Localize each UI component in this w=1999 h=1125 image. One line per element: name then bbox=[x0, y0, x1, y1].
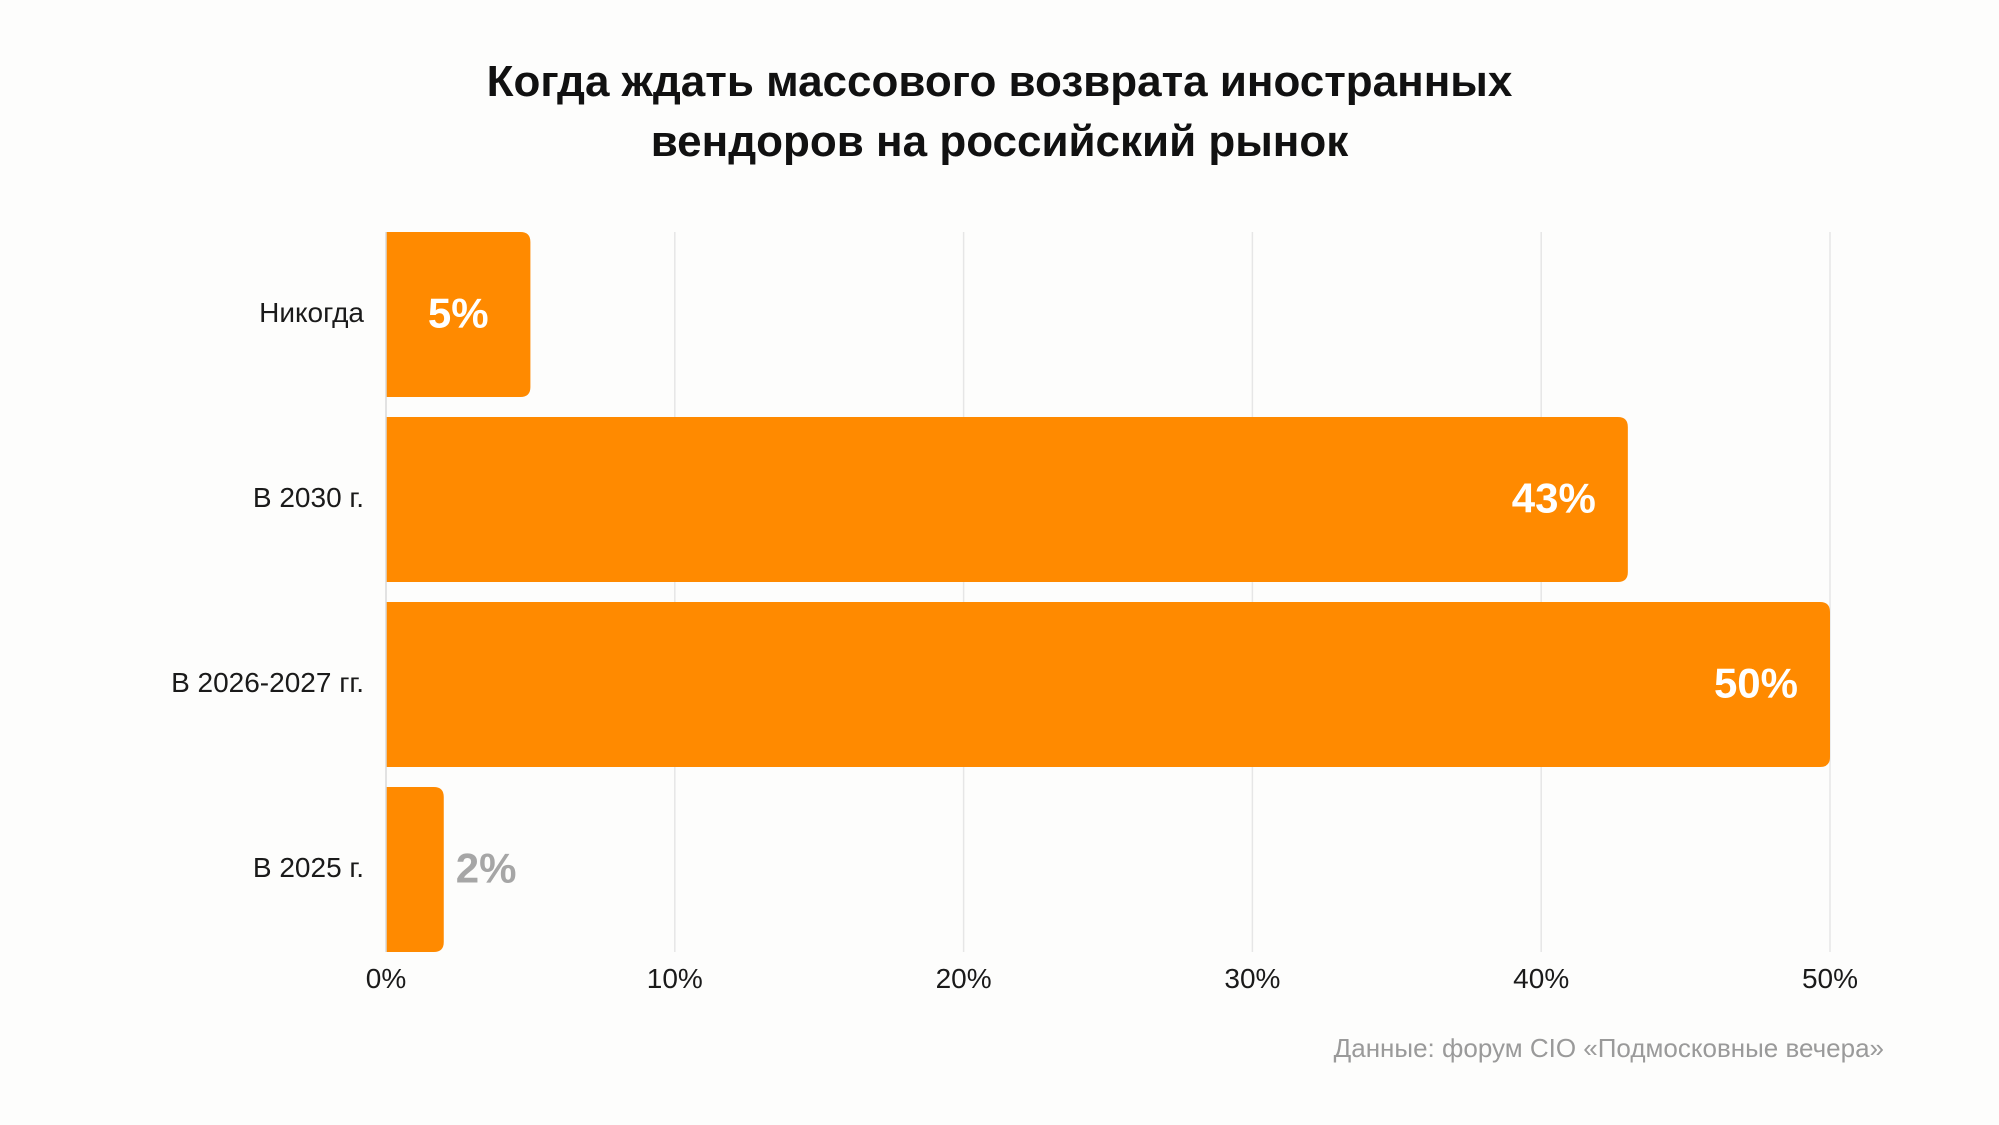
bar-1 bbox=[386, 417, 1628, 582]
x-tick-label-0: 0% bbox=[366, 963, 406, 994]
bar-3 bbox=[386, 787, 444, 952]
bar-0 bbox=[386, 232, 531, 397]
data-label-1: 43% bbox=[1512, 475, 1596, 522]
category-label-3: В 2025 г. bbox=[253, 852, 364, 883]
chart-title: Когда ждать массового возврата иностранн… bbox=[0, 52, 1999, 172]
chart-title-line-2: вендоров на российский рынок bbox=[650, 117, 1349, 166]
data-label-2: 50% bbox=[1714, 660, 1798, 707]
data-label-3: 2% bbox=[456, 845, 517, 892]
x-tick-label-3: 30% bbox=[1224, 963, 1280, 994]
x-tick-label-1: 10% bbox=[647, 963, 703, 994]
category-label-2: В 2026-2027 гг. bbox=[171, 667, 364, 698]
x-tick-label-2: 20% bbox=[936, 963, 992, 994]
category-label-0: Никогда bbox=[259, 297, 364, 328]
category-label-1: В 2030 г. bbox=[253, 482, 364, 513]
x-tick-label-5: 50% bbox=[1802, 963, 1858, 994]
chart-title-line-1: Когда ждать массового возврата иностранн… bbox=[486, 57, 1513, 106]
bar-2 bbox=[386, 602, 1830, 767]
source-note: Данные: форум CIO «Подмосковные вечера» bbox=[1333, 1033, 1884, 1063]
x-tick-label-4: 40% bbox=[1513, 963, 1569, 994]
data-label-0: 5% bbox=[428, 290, 489, 337]
